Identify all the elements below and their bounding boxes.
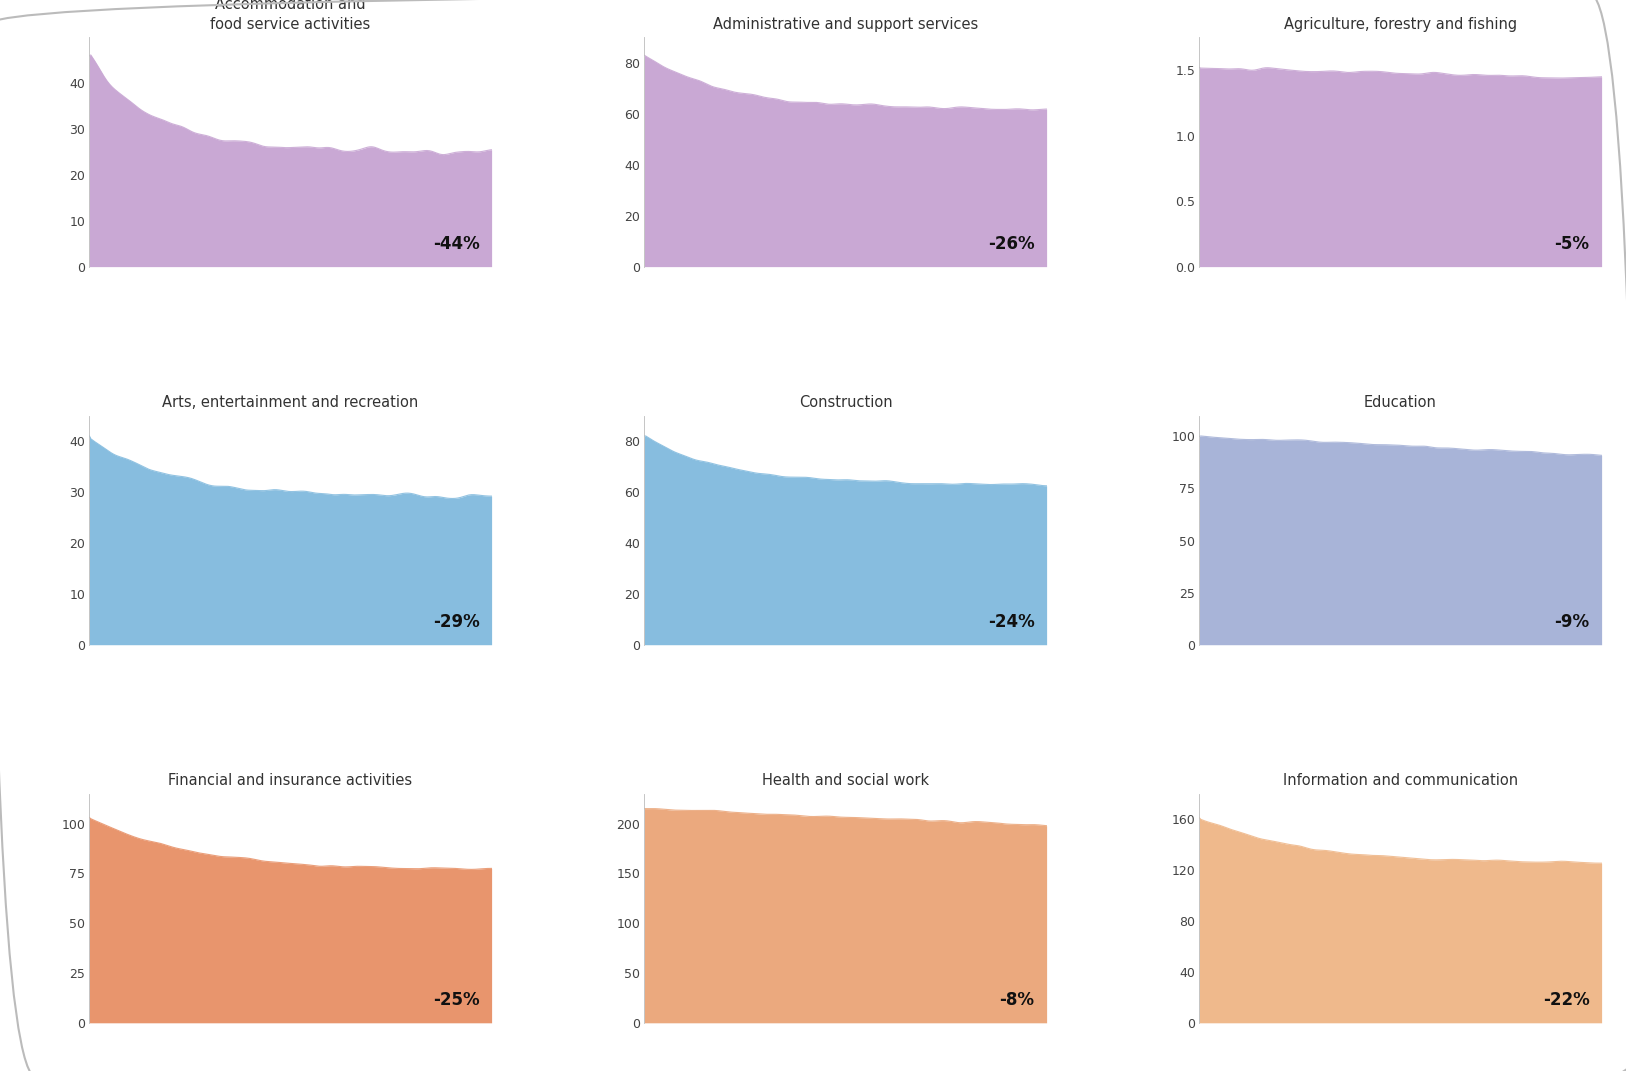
Text: -8%: -8%	[1000, 991, 1034, 1009]
Text: -22%: -22%	[1543, 991, 1590, 1009]
Text: -29%: -29%	[433, 613, 480, 631]
Text: -9%: -9%	[1554, 613, 1590, 631]
Text: -26%: -26%	[989, 235, 1034, 253]
Title: Health and social work: Health and social work	[763, 773, 928, 788]
Title: Financial and insurance activities: Financial and insurance activities	[169, 773, 413, 788]
Title: Agriculture, forestry and fishing: Agriculture, forestry and fishing	[1285, 17, 1517, 32]
Text: -24%: -24%	[987, 613, 1034, 631]
Title: Accommodation and
food service activities: Accommodation and food service activitie…	[210, 0, 371, 32]
Title: Information and communication: Information and communication	[1283, 773, 1519, 788]
Title: Construction: Construction	[798, 395, 893, 410]
Text: -44%: -44%	[433, 235, 480, 253]
Title: Education: Education	[1364, 395, 1437, 410]
Title: Arts, entertainment and recreation: Arts, entertainment and recreation	[163, 395, 418, 410]
Text: -5%: -5%	[1554, 235, 1590, 253]
Text: -25%: -25%	[433, 991, 480, 1009]
Title: Administrative and support services: Administrative and support services	[712, 17, 979, 32]
